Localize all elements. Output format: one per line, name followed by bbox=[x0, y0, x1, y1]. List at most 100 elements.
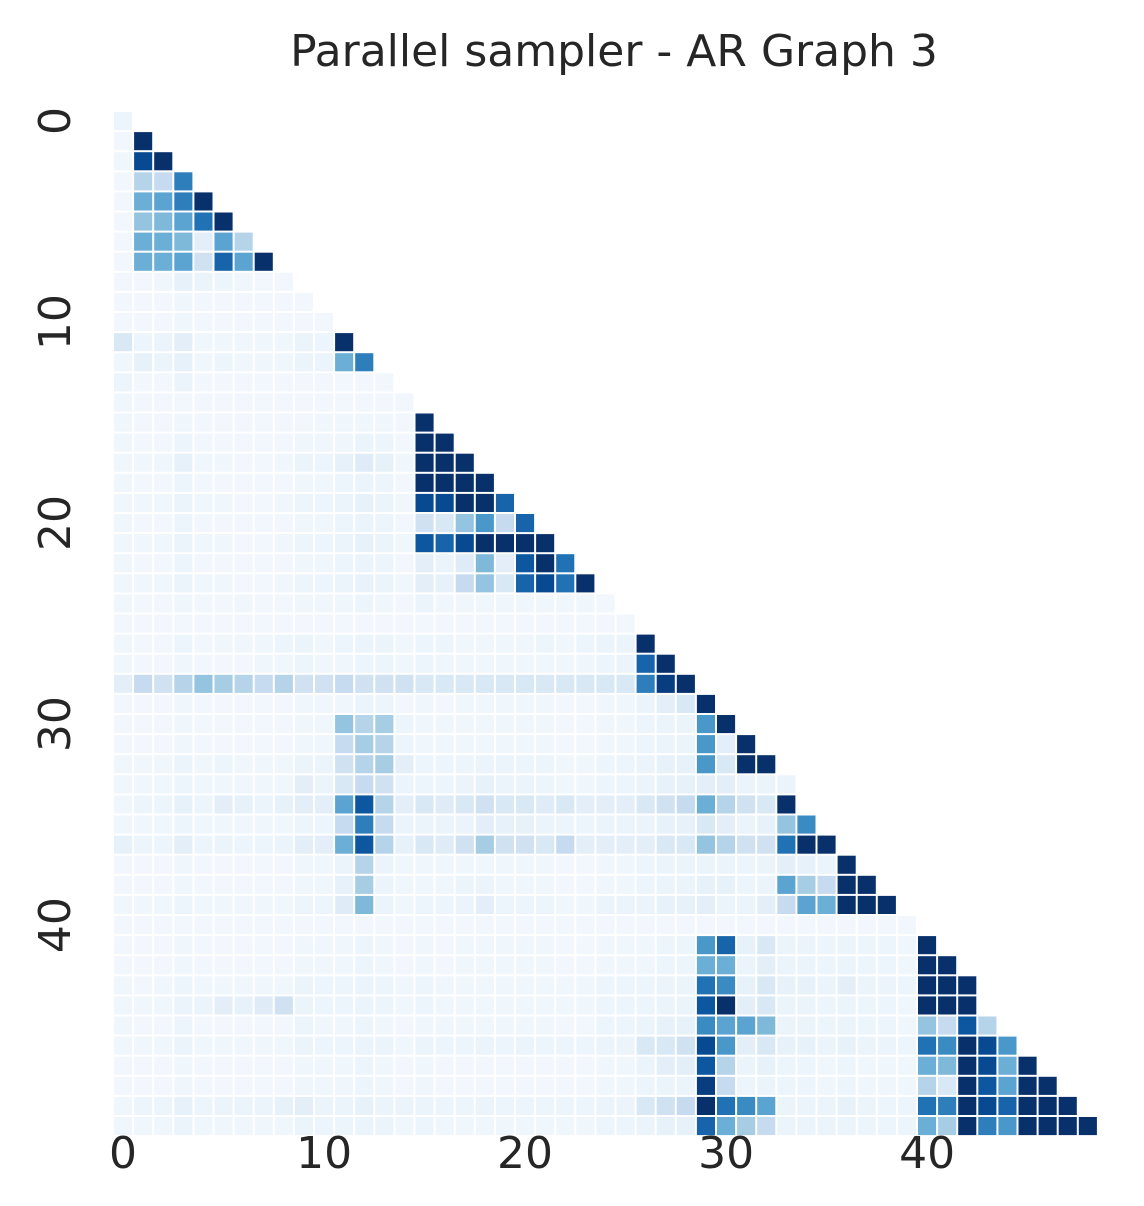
heatmap-cell bbox=[918, 976, 937, 995]
heatmap-cell bbox=[536, 1016, 555, 1035]
heatmap-cell bbox=[134, 1076, 153, 1095]
heatmap-cell bbox=[536, 835, 555, 854]
heatmap-cell bbox=[435, 574, 454, 593]
heatmap-cell bbox=[274, 353, 293, 372]
heatmap-cell bbox=[777, 835, 796, 854]
heatmap-cell bbox=[254, 453, 273, 472]
heatmap-cell bbox=[536, 554, 555, 573]
heatmap-cell bbox=[596, 634, 615, 653]
heatmap-cell bbox=[495, 1056, 514, 1075]
heatmap-cell bbox=[214, 614, 233, 633]
heatmap-cell bbox=[335, 333, 354, 352]
heatmap-cell bbox=[877, 1117, 896, 1136]
heatmap-cell bbox=[676, 956, 695, 975]
heatmap-cell bbox=[234, 916, 253, 935]
heatmap-cell bbox=[234, 313, 253, 332]
heatmap-cell bbox=[636, 1056, 655, 1075]
heatmap-cell bbox=[254, 353, 273, 372]
heatmap-cell bbox=[274, 554, 293, 573]
heatmap-cell bbox=[335, 393, 354, 412]
heatmap-cell bbox=[536, 775, 555, 794]
heatmap-cell bbox=[415, 1036, 434, 1055]
heatmap-cell bbox=[616, 936, 635, 955]
heatmap-cell bbox=[194, 654, 213, 673]
heatmap-cell bbox=[415, 715, 434, 734]
heatmap-cell bbox=[636, 875, 655, 894]
heatmap-cell bbox=[435, 1056, 454, 1075]
heatmap-cell bbox=[274, 735, 293, 754]
heatmap-cell bbox=[294, 493, 313, 512]
heatmap-cell bbox=[254, 433, 273, 452]
heatmap-cell bbox=[214, 694, 233, 713]
heatmap-cell bbox=[455, 574, 474, 593]
heatmap-cell bbox=[294, 373, 313, 392]
heatmap-cell bbox=[214, 715, 233, 734]
heatmap-cell bbox=[315, 1117, 334, 1136]
heatmap-cell bbox=[596, 795, 615, 814]
heatmap-cell bbox=[616, 956, 635, 975]
heatmap-cell bbox=[375, 694, 394, 713]
heatmap-cell bbox=[636, 936, 655, 955]
heatmap-cell bbox=[516, 1036, 535, 1055]
heatmap-cell bbox=[174, 835, 193, 854]
heatmap-cell bbox=[194, 252, 213, 271]
heatmap-cell bbox=[335, 835, 354, 854]
heatmap-cell bbox=[857, 1076, 876, 1095]
heatmap-cell bbox=[737, 815, 756, 834]
heatmap-cell bbox=[495, 715, 514, 734]
heatmap-cell bbox=[294, 574, 313, 593]
heatmap-cell bbox=[294, 916, 313, 935]
heatmap-cell bbox=[335, 1076, 354, 1095]
heatmap-cell bbox=[114, 835, 133, 854]
heatmap-cell bbox=[294, 1096, 313, 1115]
heatmap-cell bbox=[676, 715, 695, 734]
heatmap-cell bbox=[596, 1056, 615, 1075]
heatmap-cell bbox=[897, 1117, 916, 1136]
heatmap-cell bbox=[556, 554, 575, 573]
heatmap-cell bbox=[315, 895, 334, 914]
heatmap-cell bbox=[154, 493, 173, 512]
heatmap-cell bbox=[556, 1096, 575, 1115]
heatmap-cell bbox=[516, 956, 535, 975]
heatmap-cell bbox=[495, 514, 514, 533]
heatmap-cell bbox=[556, 835, 575, 854]
heatmap-cell bbox=[234, 252, 253, 271]
heatmap-cell bbox=[415, 594, 434, 613]
heatmap-cell bbox=[174, 956, 193, 975]
heatmap-cell bbox=[315, 956, 334, 975]
heatmap-cell bbox=[978, 1036, 997, 1055]
heatmap-cell bbox=[696, 936, 715, 955]
heatmap-cell bbox=[455, 875, 474, 894]
heatmap-cell bbox=[294, 735, 313, 754]
heatmap-cell bbox=[817, 855, 836, 874]
heatmap-cell bbox=[315, 453, 334, 472]
heatmap-cell bbox=[737, 916, 756, 935]
heatmap-cell bbox=[375, 534, 394, 553]
heatmap-cell bbox=[355, 795, 374, 814]
heatmap-cell bbox=[576, 634, 595, 653]
heatmap-cell bbox=[516, 694, 535, 713]
heatmap-cell bbox=[576, 755, 595, 774]
heatmap-cell bbox=[114, 875, 133, 894]
heatmap-cell bbox=[455, 1016, 474, 1035]
heatmap-cell bbox=[274, 976, 293, 995]
heatmap-cell bbox=[194, 1096, 213, 1115]
heatmap-cell bbox=[254, 493, 273, 512]
heatmap-cell bbox=[596, 1096, 615, 1115]
heatmap-cell bbox=[194, 514, 213, 533]
y-tick-label: 0 bbox=[30, 107, 81, 135]
heatmap-cell bbox=[335, 594, 354, 613]
heatmap-cell bbox=[938, 1117, 957, 1136]
heatmap-cell bbox=[274, 473, 293, 492]
heatmap-cell bbox=[274, 614, 293, 633]
heatmap-cell bbox=[134, 775, 153, 794]
heatmap-cell bbox=[556, 634, 575, 653]
heatmap-cell bbox=[576, 594, 595, 613]
heatmap-cell bbox=[616, 1056, 635, 1075]
heatmap-cell bbox=[274, 1016, 293, 1035]
heatmap-cell bbox=[335, 875, 354, 894]
heatmap-cell bbox=[576, 735, 595, 754]
heatmap-cell bbox=[214, 1117, 233, 1136]
heatmap-cell bbox=[938, 956, 957, 975]
heatmap-cell bbox=[636, 795, 655, 814]
